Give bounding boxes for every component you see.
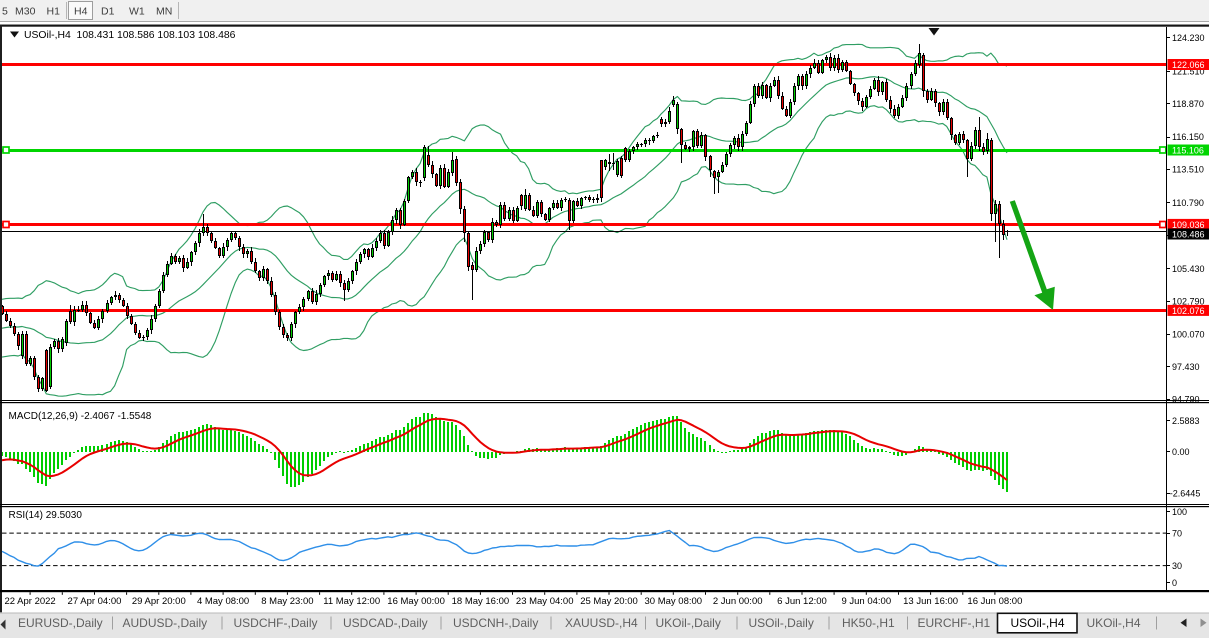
svg-text:23 May 04:00: 23 May 04:00	[516, 596, 574, 607]
svg-text:110.790: 110.790	[1172, 198, 1204, 208]
svg-text:109.036: 109.036	[1172, 220, 1205, 230]
svg-text:105.430: 105.430	[1172, 264, 1205, 274]
svg-text:121.510: 121.510	[1172, 66, 1205, 76]
svg-text:USOil-,H4: USOil-,H4	[1011, 616, 1065, 630]
svg-text:XAUUSD-,H4: XAUUSD-,H4	[565, 616, 638, 630]
svg-text:6 Jun 12:00: 6 Jun 12:00	[777, 596, 827, 607]
svg-text:30: 30	[1172, 561, 1182, 571]
svg-text:5: 5	[2, 6, 8, 18]
svg-text:124.230: 124.230	[1172, 33, 1205, 43]
svg-text:102.076: 102.076	[1172, 306, 1205, 316]
svg-text:118.870: 118.870	[1172, 99, 1204, 109]
svg-text:EURCHF-,H1: EURCHF-,H1	[918, 616, 991, 630]
svg-text:M30: M30	[15, 6, 36, 18]
svg-text:94.790: 94.790	[1172, 395, 1200, 405]
svg-text:25 May 20:00: 25 May 20:00	[580, 596, 638, 607]
svg-text:2.5883: 2.5883	[1172, 416, 1200, 426]
svg-text:18 May 16:00: 18 May 16:00	[452, 596, 510, 607]
svg-text:UKOil-,H4: UKOil-,H4	[1087, 616, 1141, 630]
svg-text:9 Jun 04:00: 9 Jun 04:00	[841, 596, 891, 607]
svg-text:USDCNH-,Daily: USDCNH-,Daily	[453, 616, 538, 630]
svg-text:70: 70	[1172, 529, 1182, 539]
svg-text:4 May 08:00: 4 May 08:00	[197, 596, 249, 607]
svg-text:USDCAD-,Daily: USDCAD-,Daily	[343, 616, 428, 630]
svg-text:116.150: 116.150	[1172, 132, 1204, 142]
svg-text:16 Jun 08:00: 16 Jun 08:00	[967, 596, 1022, 607]
svg-text:100: 100	[1172, 507, 1187, 517]
svg-text:USDCHF-,Daily: USDCHF-,Daily	[234, 616, 318, 630]
svg-text:122.066: 122.066	[1172, 60, 1205, 70]
svg-text:22 Apr 2022: 22 Apr 2022	[4, 596, 55, 607]
svg-text:USOil-,Daily: USOil-,Daily	[749, 616, 814, 630]
svg-text:USOil-,H4 108.431 108.586 108: USOil-,H4 108.431 108.586 108.103 108.48…	[24, 30, 236, 41]
svg-text:AUDUSD-,Daily: AUDUSD-,Daily	[123, 616, 208, 630]
svg-text:HK50-,H1: HK50-,H1	[842, 616, 895, 630]
svg-text:H1: H1	[47, 6, 61, 18]
svg-text:W1: W1	[129, 6, 145, 18]
svg-text:2 Jun 00:00: 2 Jun 00:00	[713, 596, 763, 607]
svg-text:13 Jun 16:00: 13 Jun 16:00	[903, 596, 958, 607]
svg-text:27 Apr 04:00: 27 Apr 04:00	[68, 596, 122, 607]
svg-text:H4: H4	[74, 6, 88, 18]
svg-text:0: 0	[1172, 578, 1177, 588]
svg-text:0.00: 0.00	[1172, 447, 1190, 457]
svg-text:MACD(12,26,9) -2.4067 -1.5548: MACD(12,26,9) -2.4067 -1.5548	[9, 411, 152, 422]
svg-text:102.790: 102.790	[1172, 296, 1205, 306]
svg-text:-2.6445: -2.6445	[1170, 489, 1201, 499]
svg-text:100.070: 100.070	[1172, 330, 1205, 340]
svg-text:MN: MN	[156, 6, 172, 18]
svg-text:108.486: 108.486	[1172, 229, 1205, 239]
svg-text:29 Apr 20:00: 29 Apr 20:00	[132, 596, 186, 607]
svg-text:EURUSD-,Daily: EURUSD-,Daily	[18, 616, 103, 630]
svg-text:97.430: 97.430	[1172, 362, 1200, 372]
svg-text:8 May 23:00: 8 May 23:00	[261, 596, 313, 607]
svg-text:115.106: 115.106	[1172, 145, 1204, 155]
svg-text:D1: D1	[101, 6, 115, 18]
svg-text:113.510: 113.510	[1172, 165, 1204, 175]
svg-text:UKOil-,Daily: UKOil-,Daily	[656, 616, 721, 630]
svg-text:11 May 12:00: 11 May 12:00	[323, 596, 380, 607]
svg-text:30 May 08:00: 30 May 08:00	[645, 596, 703, 607]
svg-text:RSI(14) 29.5030: RSI(14) 29.5030	[9, 510, 83, 521]
svg-text:16 May 00:00: 16 May 00:00	[387, 596, 445, 607]
